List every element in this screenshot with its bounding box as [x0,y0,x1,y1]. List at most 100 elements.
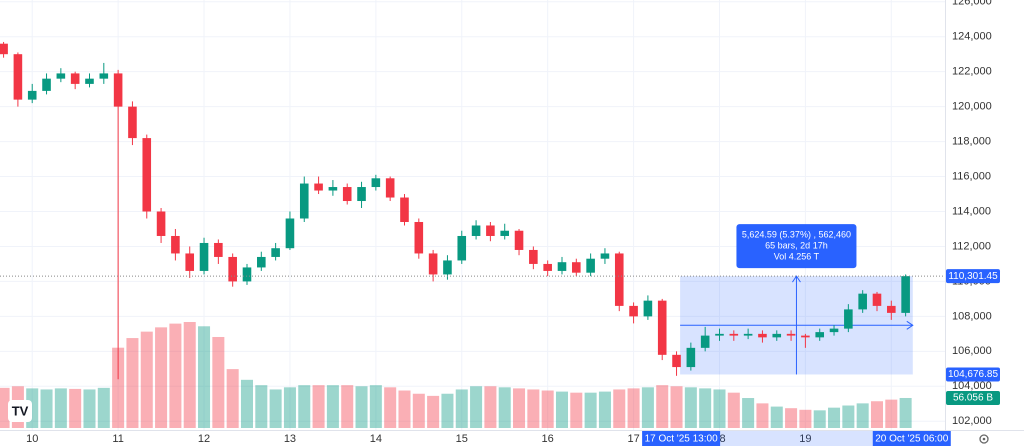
volume-bar [770,406,783,428]
candle-body [414,221,424,254]
volume-bar [684,387,697,428]
candle-body [371,178,381,188]
volume-bar [742,398,755,428]
candle-body [486,225,495,236]
volume-bar [155,327,168,428]
candle-body [42,78,51,91]
volume-bar [670,386,683,428]
candle-body [85,78,94,84]
y-tick-label: 114,000 [952,205,991,217]
volume-bar [498,387,511,428]
volume-bar [0,387,10,428]
candle-body [529,249,538,264]
volume-bar [627,388,640,428]
volume-bar [699,388,712,428]
candle-body [70,73,80,84]
volume-bar [212,336,225,428]
y-tick-label: 104,000 [952,380,992,392]
time-label-bg [642,431,721,446]
candle-body [815,332,825,338]
y-tick-label: 116,000 [952,170,991,182]
y-tick-label: 112,000 [952,240,991,252]
volume-bar [828,407,841,428]
candle-body [858,293,867,310]
volume-bar [870,401,884,428]
time-range-bg [680,431,913,446]
volume-bar [455,389,468,428]
candle-body [844,309,853,329]
volume-bar [226,369,239,428]
candle-body [214,242,223,257]
candle-body [686,347,696,368]
candle-body [0,43,8,55]
volume-bar [570,392,583,428]
volume-bar [427,395,440,428]
volume-bar [69,388,82,428]
candle-body [171,235,180,254]
x-tick-label: 19 [799,433,811,445]
volume-bar [198,326,211,428]
candle-body [887,305,896,313]
volume-bar [269,389,282,428]
volume-bar [441,393,454,428]
volume-bar [412,393,425,428]
candle-body [543,263,552,271]
x-tick-label: 10 [26,433,38,445]
volume-bar [169,323,182,428]
volume-label-bg [946,390,1000,405]
x-tick-label: 13 [284,433,296,445]
candle-body [586,258,595,273]
candle-body [829,328,839,333]
settings-icon[interactable] [979,434,989,444]
volume-bar [240,379,254,428]
candle-body [572,262,581,273]
candle-body [242,267,252,282]
volume-bar [713,389,726,428]
candle-body [428,253,438,275]
candle-body [285,218,295,249]
measure-tooltip-text: Vol 4.256 T [774,252,820,262]
candle-body [56,73,66,79]
candle-body [801,335,810,338]
measure-tooltip-text: 5,624.59 (5.37%) , 562,460 [742,230,851,240]
candle-body [257,256,266,268]
candle-body [357,187,366,202]
candle-body [400,197,409,222]
volume-bar [255,385,268,428]
candle-body [314,183,323,191]
volume-bar [140,331,153,428]
volume-bar [398,390,411,428]
logo: TV [8,400,32,422]
volume-bar [541,390,554,428]
candle-body [872,293,882,306]
y-tick-label: 126,000 [952,0,992,8]
candle-body [328,187,338,191]
y-tick-label: 118,000 [952,135,991,147]
candle-body [758,333,767,338]
time-label: 20 Oct '25 06:00 [875,434,949,445]
x-tick-label: 11 [112,433,123,445]
volume-bar [527,389,540,428]
candle-body [743,333,753,336]
volume-bar [97,387,110,428]
volume-bar [842,405,855,428]
volume-bar [656,385,669,428]
candle-body [299,183,309,219]
candle-body [729,333,739,336]
candle-body [471,225,481,236]
y-tick-label: 108,000 [952,310,992,322]
candle-body [514,230,524,250]
price-label-low: 104,676.85 [948,369,998,380]
volume-bar [613,389,626,428]
price-label-high: 110,301.45 [948,271,998,282]
volume-bar [355,386,368,428]
volume-bar [785,408,798,428]
volume-bar [584,392,597,428]
volume-bar [298,385,311,428]
volume-bar [470,386,483,428]
measure-tooltip [736,224,857,269]
measure-h-arrow [906,320,914,330]
volume-bar [341,385,354,428]
price-label-high-bg [946,269,1000,284]
